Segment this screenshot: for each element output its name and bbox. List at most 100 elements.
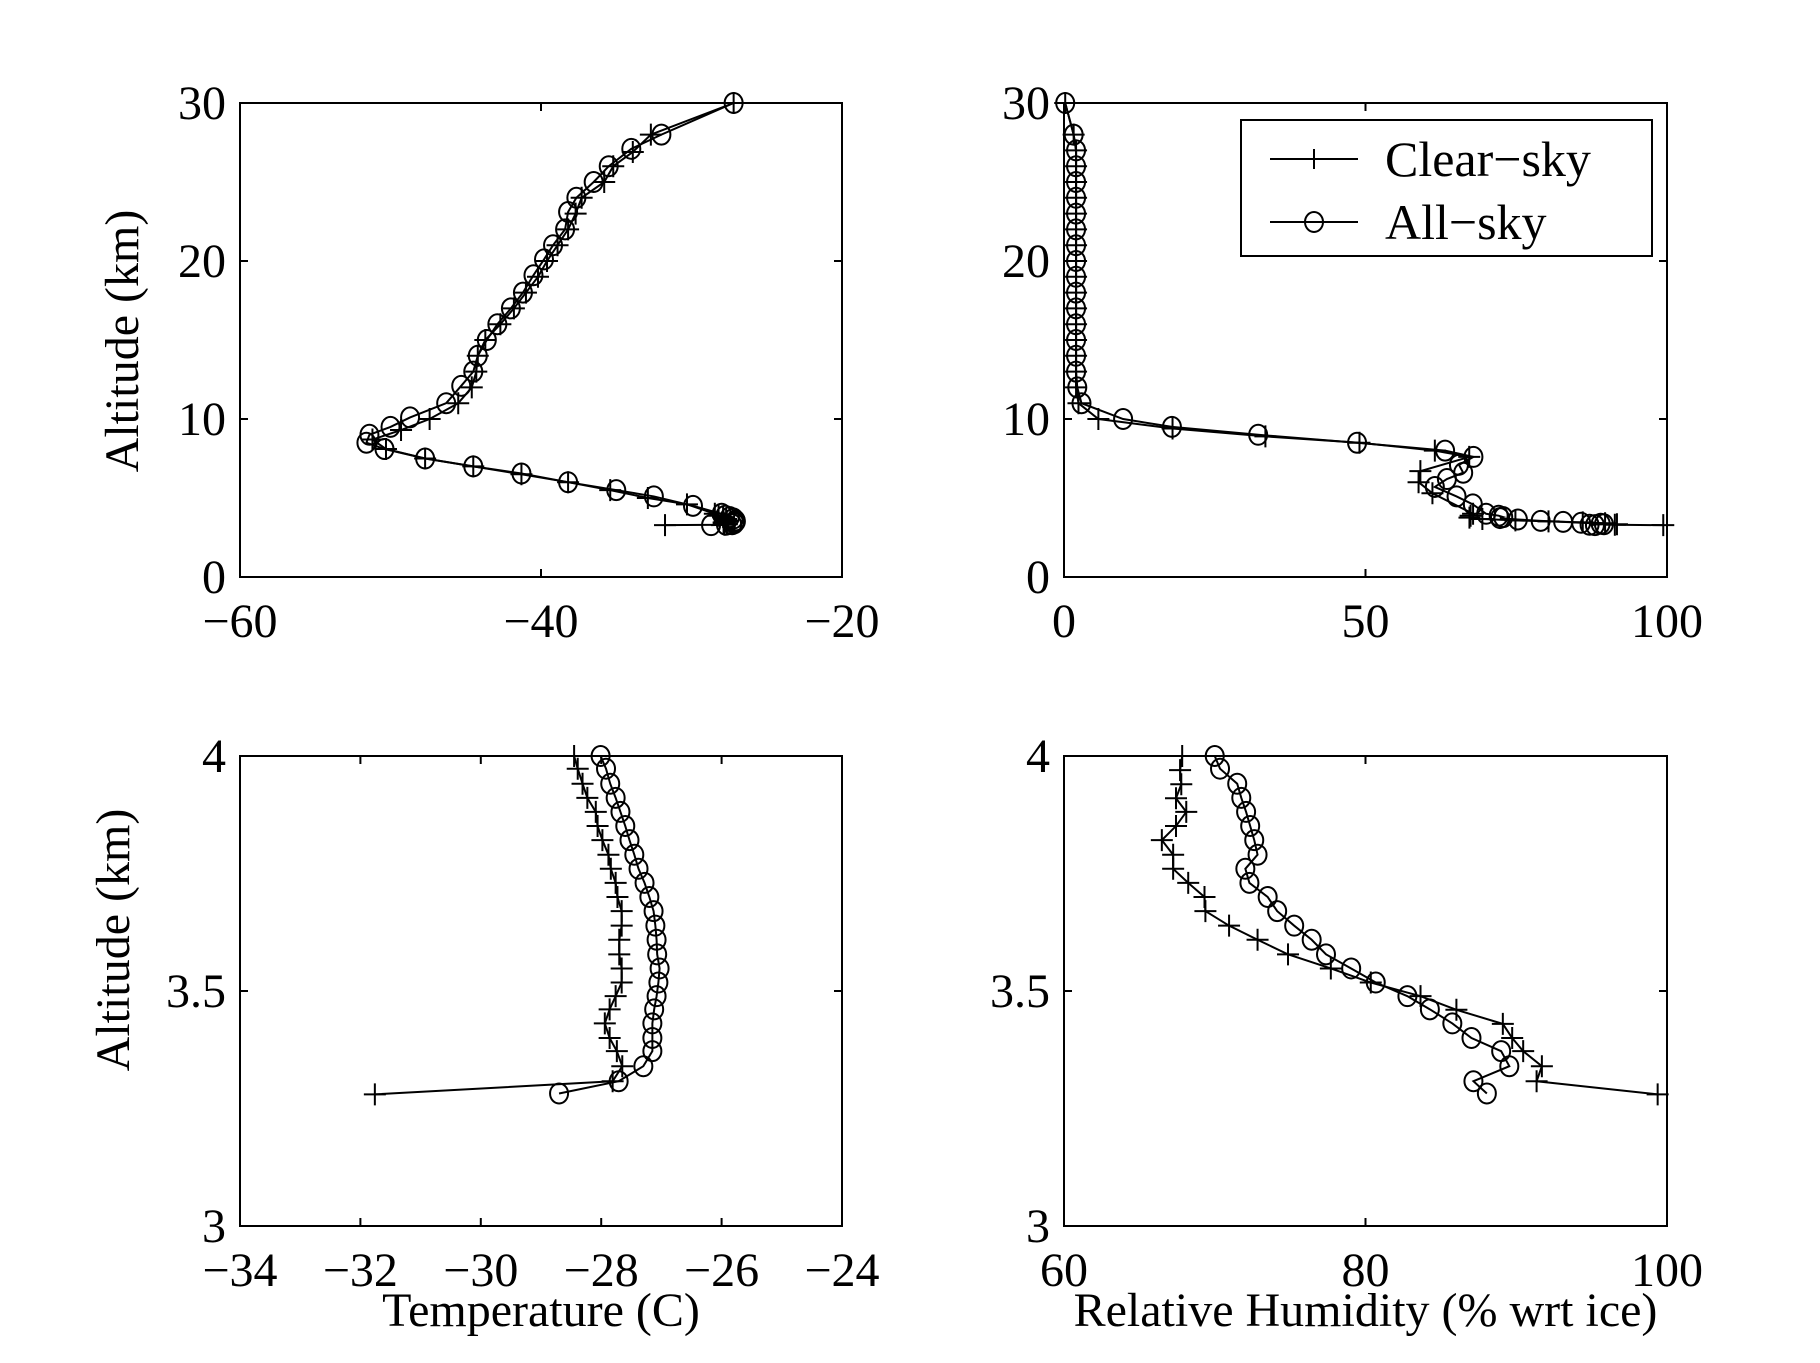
circle-marker (701, 514, 722, 537)
circle-marker (1210, 757, 1231, 780)
x-tick-label: 80 (1342, 1244, 1390, 1297)
y-tick-label: 10 (178, 393, 226, 446)
plus-marker (602, 155, 625, 178)
circle-marker (1593, 513, 1614, 536)
plus-marker (1512, 1040, 1535, 1063)
circle-marker (1419, 998, 1440, 1021)
circle-marker (1055, 92, 1076, 114)
legend-circle-marker (1304, 211, 1324, 233)
circle-marker (1235, 857, 1256, 880)
x-tick-label: −32 (323, 1244, 398, 1297)
circle-marker (1067, 376, 1088, 399)
circle-marker (644, 998, 665, 1021)
plus-marker (460, 376, 483, 399)
circle-marker (633, 1055, 654, 1078)
circle-marker (1316, 943, 1337, 966)
plus-marker (1409, 460, 1432, 483)
circle-marker (1066, 202, 1087, 225)
circle-marker (487, 313, 508, 336)
circle-marker (1446, 485, 1467, 508)
circle-marker (1071, 392, 1092, 415)
plus-marker (606, 886, 629, 908)
circle-marker (1584, 514, 1605, 537)
plus-marker (1445, 998, 1468, 1021)
circle-marker (1341, 957, 1362, 980)
plus-marker (1162, 857, 1185, 880)
circle-marker (1579, 513, 1600, 536)
circle-marker (1066, 265, 1087, 288)
circle-marker (534, 248, 555, 271)
circle-marker (1257, 886, 1278, 908)
circle-marker (400, 406, 421, 429)
circle-marker (1424, 475, 1445, 498)
circle-marker (642, 1040, 663, 1063)
circle-marker (1066, 218, 1087, 241)
circle-marker (1244, 829, 1265, 852)
plus-marker (610, 914, 633, 937)
circle-marker (558, 471, 579, 494)
circle-marker (555, 218, 576, 241)
circle-marker (634, 871, 655, 894)
circle-marker (606, 479, 627, 502)
circle-marker (642, 1027, 663, 1049)
circle-marker (374, 438, 395, 461)
circle-marker (463, 455, 484, 478)
legend-plus-marker (1304, 149, 1324, 169)
circle-marker (1066, 360, 1087, 383)
y-tick-label: 3 (1026, 1200, 1050, 1253)
circle-marker (628, 857, 649, 880)
circle-marker (647, 943, 668, 966)
circle-marker (715, 513, 736, 536)
circle-marker (1397, 985, 1418, 1008)
x-axis-label: Temperature (C) (382, 1284, 700, 1337)
circle-marker (1301, 928, 1322, 951)
circle-marker (1435, 439, 1456, 462)
plus-marker (1165, 787, 1188, 810)
circle-marker (615, 815, 636, 838)
plus-marker (1087, 408, 1110, 430)
x-tick-label: −24 (804, 1244, 879, 1297)
plus-marker (418, 408, 441, 430)
circle-marker (1066, 344, 1087, 367)
circle-marker (1066, 171, 1087, 193)
x-tick-label: 60 (1040, 1244, 1088, 1297)
circle-marker (1204, 745, 1225, 767)
series-line-all-sky (1213, 755, 1511, 1095)
axes-frame (239, 755, 843, 1227)
y-tick-label: 3.5 (166, 965, 226, 1018)
legend-label-clear-sky: Clear−sky (1385, 131, 1591, 187)
circle-marker (1461, 1027, 1482, 1049)
plus-marker (610, 971, 633, 994)
plus-marker (566, 757, 589, 780)
circle-marker (511, 462, 532, 485)
circle-marker (512, 281, 533, 304)
circle-marker (1347, 431, 1368, 454)
plus-marker (605, 1040, 628, 1063)
x-tick-label: −30 (443, 1244, 518, 1297)
circle-marker (549, 1082, 570, 1105)
circle-marker (463, 360, 484, 383)
circle-marker (436, 392, 457, 415)
plus-marker (593, 1012, 616, 1035)
plus-marker (1177, 871, 1200, 894)
y-tick-label: 0 (1026, 551, 1050, 604)
axes-frame (1063, 755, 1668, 1227)
x-tick-label: 50 (1342, 595, 1390, 648)
circle-marker (598, 155, 619, 178)
circle-marker (610, 800, 631, 823)
circle-marker (596, 757, 617, 780)
circle-marker (1066, 139, 1087, 162)
plus-marker (1067, 392, 1090, 415)
circle-marker (646, 985, 667, 1008)
x-tick-label: 0 (1052, 595, 1076, 648)
y-tick-label: 10 (1002, 393, 1050, 446)
circle-marker (1066, 313, 1087, 336)
circle-marker (523, 264, 544, 287)
x-axis-label: Relative Humidity (% wrt ice) (1074, 1284, 1658, 1337)
circle-marker (1571, 511, 1592, 534)
circle-marker (1236, 800, 1257, 823)
plus-marker (1603, 513, 1626, 536)
circle-marker (1066, 250, 1087, 272)
plus-marker (1646, 1083, 1669, 1106)
series-all-sky (1204, 745, 1520, 1105)
